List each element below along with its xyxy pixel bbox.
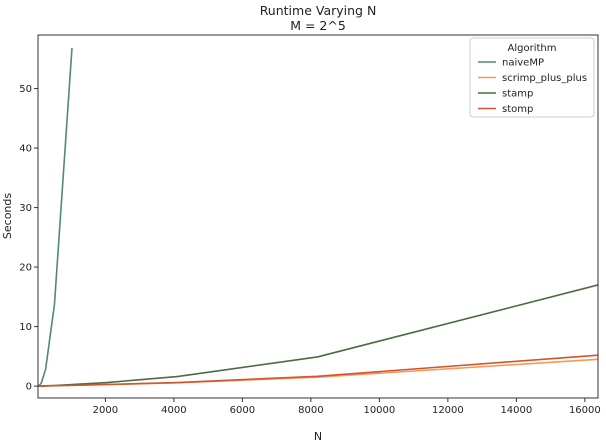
chart-subtitle: M = 2^5 [290, 18, 346, 33]
legend-box [469, 37, 595, 118]
x-tick-label: 12000 [432, 405, 464, 416]
y-axis-label: Seconds [1, 193, 14, 239]
x-tick-label: 2000 [93, 405, 118, 416]
x-axis-label: N [314, 430, 322, 443]
y-axis-ticks: 0 10 20 30 40 50 [19, 84, 38, 393]
legend-title: Algorithm [508, 43, 557, 54]
x-tick-label: 14000 [500, 405, 532, 416]
legend-entry-label: stomp [502, 104, 533, 115]
x-tick-label: 10000 [363, 405, 395, 416]
series-line-stomp [38, 354, 599, 387]
legend-entry-label: naiveMP [502, 58, 544, 69]
series-lines [37, 48, 599, 387]
series-line-naiveMP [37, 48, 73, 387]
x-axis-ticks: 2000 4000 6000 8000 10000 12000 14000 16000 [93, 398, 601, 416]
x-tick-label: 6000 [230, 405, 255, 416]
x-tick-label: 8000 [298, 405, 323, 416]
y-tick-label: 40 [19, 144, 32, 155]
y-tick-label: 50 [19, 84, 32, 95]
y-tick-label: 0 [26, 382, 32, 393]
plot-frame [37, 34, 599, 399]
y-tick-label: 20 [19, 263, 32, 274]
x-tick-label: 4000 [161, 405, 186, 416]
series-line-stamp [37, 284, 599, 387]
series-line-scrimp_plus_plus [38, 358, 599, 387]
legend-entry-label: stamp [502, 89, 533, 100]
x-tick-label: 16000 [569, 405, 601, 416]
y-tick-label: 10 [19, 322, 32, 333]
legend-entry-label: scrimp_plus_plus [502, 73, 587, 84]
chart-title: Runtime Varying N [260, 3, 377, 18]
y-tick-label: 30 [19, 203, 32, 214]
